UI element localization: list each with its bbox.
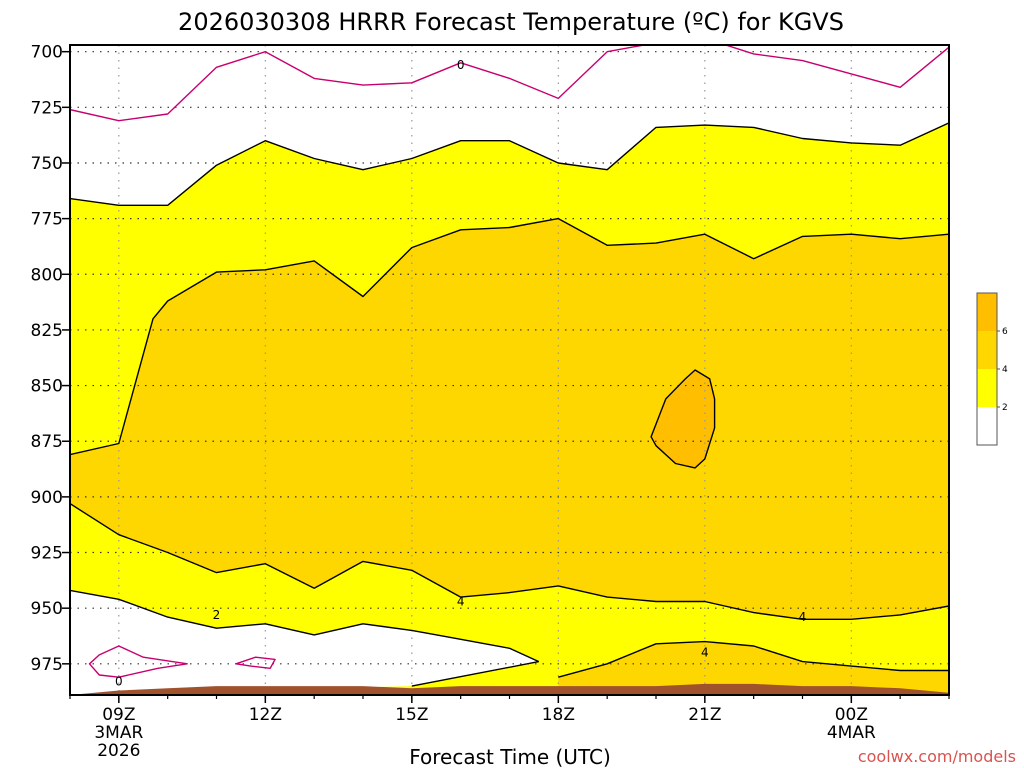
legend-label: 2: [1002, 403, 1008, 413]
contour-line-0C: [235, 656, 276, 669]
contour-line-4C: [70, 217, 949, 456]
x-axis-label: Forecast Time (UTC): [409, 745, 611, 768]
legend-swatch-2: [977, 369, 997, 407]
y-tick-label: 950: [31, 599, 63, 619]
contour-line-2C: [411, 660, 539, 687]
contour-labels: 0 0 2 4 4 4: [115, 58, 806, 689]
x-tick-label: 12Z: [249, 705, 282, 725]
y-tick-label: 700: [31, 43, 63, 63]
terrain: [70, 683, 949, 695]
x-tick-date: 3MAR: [94, 723, 143, 743]
y-tick-label: 750: [31, 154, 63, 174]
x-tick-label: 00Z: [835, 705, 868, 725]
contour-fills: [70, 122, 949, 695]
y-tick-label: 850: [31, 377, 63, 397]
contour-line-6C: [650, 369, 716, 469]
fill-band-4-6: [70, 218, 949, 620]
contour-label: 0: [457, 58, 465, 72]
contour-lines: [70, 45, 949, 687]
contour-line-4C: [558, 640, 949, 678]
legend-label: 4: [1002, 365, 1008, 375]
contour-label: 4: [457, 595, 465, 609]
y-tick-label: 975: [31, 655, 63, 675]
x-tick-label: 15Z: [395, 705, 428, 725]
contour-line-2C: [70, 122, 949, 206]
fill-band-6-8: [651, 370, 715, 468]
x-tick-label: 18Z: [542, 705, 575, 725]
x-tick-label: 21Z: [688, 705, 721, 725]
contour-line-2C: [70, 589, 540, 663]
terrain-surface: [70, 683, 949, 695]
x-tick-label: 09Z: [102, 705, 135, 725]
y-tick-label: 775: [31, 210, 63, 230]
y-tick-label: 875: [31, 432, 63, 452]
x-tick-year: 2026: [97, 741, 140, 761]
contour-label: 4: [701, 646, 709, 660]
fill-band-4-6-lower: [558, 641, 949, 695]
y-tick-label: 825: [31, 321, 63, 341]
legend-label: 6: [1002, 327, 1008, 337]
contour-label: 2: [213, 608, 221, 622]
contour-line-0C: [88, 645, 188, 678]
y-tick-label: 900: [31, 488, 63, 508]
contour-line-4C: [70, 503, 949, 620]
legend-swatch-0: [977, 407, 997, 445]
legend-swatch-6: [977, 293, 997, 331]
contour-label: 4: [799, 610, 807, 624]
legend-swatch-4: [977, 331, 997, 369]
contour-line-0C: [70, 45, 949, 122]
contour-label: 0: [115, 675, 123, 689]
y-axis: 700 725 750 775 800 825 850 875 900 925 950 975: [31, 43, 70, 675]
credit-text: coolwx.com/models: [858, 747, 1016, 766]
color-legend: 6 4 2: [976, 292, 1008, 446]
fill-band-0-2-lower: [70, 590, 539, 695]
y-tick-label: 925: [31, 544, 63, 564]
plot-area: 0 0 2 4 4 4: [69, 44, 950, 696]
y-tick-label: 800: [31, 265, 63, 285]
y-tick-label: 725: [31, 98, 63, 118]
chart-title: 2026030308 HRRR Forecast Temperature (ºC…: [178, 8, 844, 36]
x-tick-date: 4MAR: [827, 723, 876, 743]
